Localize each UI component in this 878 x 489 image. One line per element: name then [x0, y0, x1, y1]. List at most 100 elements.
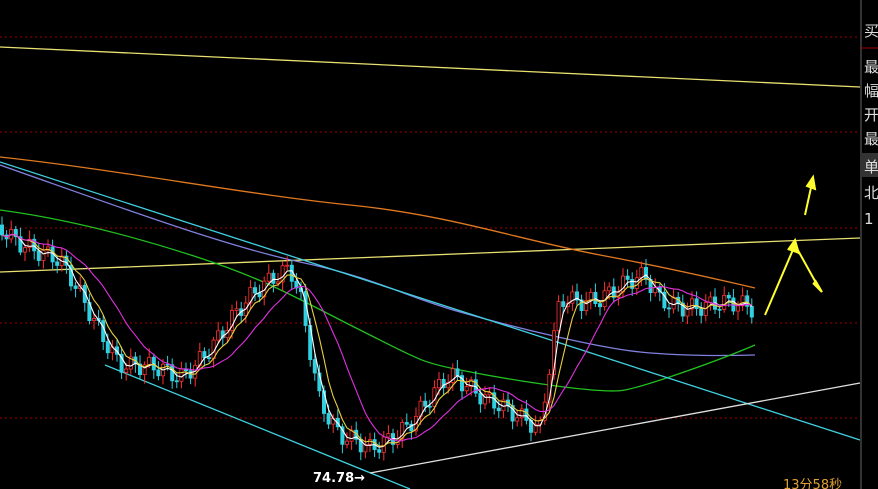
candle-body — [533, 423, 538, 433]
candle-body — [137, 363, 142, 376]
short-moving-average — [1, 233, 753, 448]
candle-body — [510, 405, 515, 422]
candle-body — [179, 368, 184, 382]
candle-body — [0, 224, 4, 236]
candle-body — [344, 440, 349, 445]
candle-body — [386, 433, 391, 438]
candle-body — [271, 272, 276, 284]
side-label: 北 — [864, 184, 878, 202]
candle-body — [404, 422, 409, 425]
candle-body — [680, 302, 685, 317]
candle-body — [482, 394, 487, 405]
candle-body — [717, 308, 722, 311]
candle-body — [41, 249, 46, 261]
trend-line — [104, 364, 411, 489]
candle-body — [593, 292, 598, 305]
arrow-head — [787, 237, 800, 255]
side-highlight — [862, 153, 878, 177]
candle-body — [588, 292, 593, 301]
candle-body — [18, 236, 23, 253]
moving-average — [0, 164, 756, 357]
candle-body — [105, 341, 110, 354]
low-marker: 74.78→ — [313, 471, 365, 486]
candle-body — [478, 392, 483, 405]
candle-body — [519, 408, 524, 419]
candle-body — [234, 308, 239, 311]
candle-body — [745, 295, 750, 307]
candle-body — [575, 291, 580, 301]
candle-body — [455, 368, 460, 377]
candle-body — [630, 279, 635, 289]
candle-body — [266, 272, 271, 282]
candle-body — [662, 291, 667, 309]
candle-body — [644, 267, 649, 280]
candle-body — [216, 330, 221, 341]
candle-body — [170, 364, 175, 382]
trend-line — [0, 46, 861, 88]
candle-body — [699, 308, 704, 316]
candle-body — [147, 356, 152, 366]
arrow-head — [805, 174, 817, 191]
candle-body — [174, 380, 179, 383]
candle-body — [142, 364, 147, 376]
candle-body — [22, 247, 27, 253]
side-label: 最 — [864, 130, 878, 148]
candle-body — [124, 368, 129, 373]
candle-body — [469, 379, 474, 388]
candle-body — [598, 303, 603, 308]
trend-line — [0, 237, 861, 273]
side-label: 最 — [864, 58, 878, 76]
candle-body — [326, 413, 331, 425]
candle-body — [423, 400, 428, 407]
candle-body — [496, 407, 501, 412]
candle-body — [625, 275, 630, 280]
candle-body — [436, 378, 441, 389]
side-label: 买 — [864, 22, 878, 40]
candle-body — [524, 408, 529, 421]
candle-body — [726, 294, 731, 299]
indicator-lines — [0, 46, 861, 489]
candle-body — [46, 246, 51, 251]
side-label: 1 — [864, 210, 874, 228]
candle-body — [285, 264, 290, 267]
moving-average — [0, 209, 756, 392]
candle-body — [427, 405, 432, 408]
candle-body — [690, 298, 695, 310]
candle-body — [639, 267, 644, 279]
candle-body — [202, 351, 207, 359]
candle-body — [27, 238, 32, 249]
candle-body — [459, 375, 464, 392]
candle-body — [409, 423, 414, 432]
candle-body — [312, 359, 317, 374]
candle-body — [561, 301, 566, 307]
candle-body — [736, 305, 741, 312]
candles — [0, 216, 754, 461]
side-label: 开 — [864, 106, 878, 124]
arrows — [764, 174, 823, 316]
candle-body — [694, 298, 699, 310]
candle-body — [685, 308, 690, 317]
candle-body — [634, 277, 639, 289]
candle-body — [69, 264, 74, 287]
trend-line — [0, 161, 861, 441]
candle-body — [487, 392, 492, 396]
candle-body — [740, 295, 745, 307]
candle-body — [64, 255, 69, 266]
candle-body — [671, 296, 676, 310]
candle-body — [229, 310, 234, 331]
side-label: 幅 — [864, 82, 878, 100]
candle-body — [584, 300, 589, 312]
candle-body — [450, 368, 455, 383]
candle-body — [749, 305, 754, 318]
candle-body — [464, 386, 469, 392]
moving-average — [0, 156, 756, 289]
candle-body — [607, 286, 612, 292]
candle-body — [400, 422, 405, 440]
candle-body — [220, 330, 225, 339]
side-panel — [860, 0, 878, 489]
candle-body — [579, 299, 584, 312]
candle-body — [13, 229, 18, 238]
